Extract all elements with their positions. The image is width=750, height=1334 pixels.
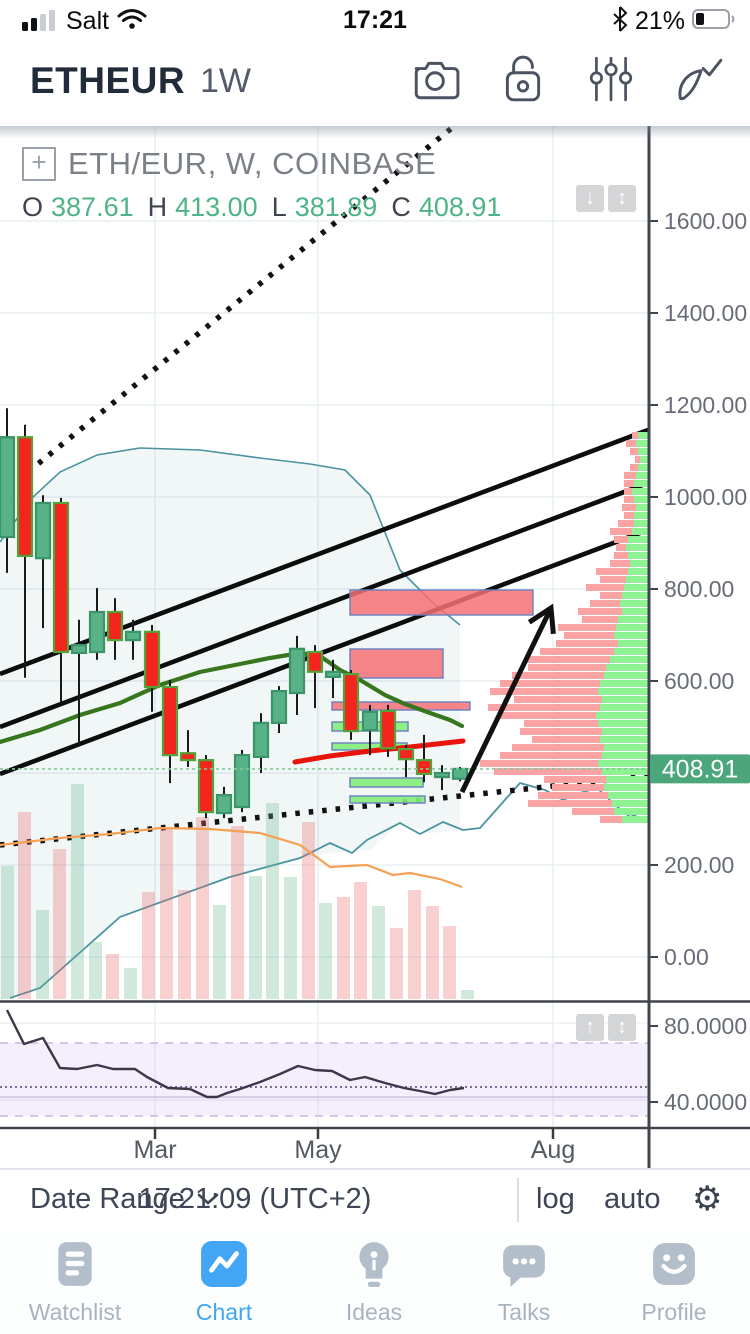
low-value: 381.89 <box>294 192 378 222</box>
high-value: 413.00 <box>175 192 258 222</box>
date-range-button[interactable]: Date Range <box>30 1170 219 1228</box>
snapshot-camera-icon[interactable] <box>410 54 460 110</box>
log-scale-toggle[interactable]: log <box>536 1182 575 1215</box>
main-pane-scroll-down-button[interactable]: ↓ <box>576 185 604 212</box>
svg-text:800.00: 800.00 <box>664 576 734 602</box>
svg-text:0.00: 0.00 <box>664 944 709 970</box>
talks-icon <box>500 1240 548 1288</box>
grid-layer <box>0 126 648 1128</box>
tab-watchlist[interactable]: Watchlist <box>15 1240 135 1326</box>
svg-text:May: May <box>294 1136 342 1164</box>
settings-gear-icon[interactable]: ⚙ <box>692 1180 723 1218</box>
chart-toolbar: Date Range 17:21:09 (UTC+2) log auto ⚙ <box>0 1168 750 1234</box>
axes-layer <box>0 126 750 1168</box>
tab-chart[interactable]: Chart <box>164 1240 284 1326</box>
annotation-arrow <box>459 603 556 794</box>
clock-readout: 17:21:09 (UTC+2) <box>138 1182 372 1215</box>
last-price-badge: 408.91 <box>650 754 750 784</box>
bluetooth-icon <box>612 6 628 37</box>
svg-text:1400.00: 1400.00 <box>664 300 747 326</box>
main-pane-resize-button[interactable]: ↕ <box>608 185 636 212</box>
rsi-pane <box>0 1009 648 1117</box>
low-label: L <box>271 192 287 222</box>
watchlist-icon <box>51 1240 99 1288</box>
open-label: O <box>22 192 44 222</box>
svg-text:80.0000: 80.0000 <box>664 1013 747 1039</box>
symbol-button[interactable]: ETHEUR <box>30 60 186 101</box>
chart-canvas[interactable]: 1600.00 1400.00 1200.00 1000.00 800.00 600.00… <box>0 126 750 1168</box>
tab-profile[interactable]: Profile <box>614 1240 734 1326</box>
svg-text:1200.00: 1200.00 <box>664 392 747 418</box>
svg-text:40.0000: 40.0000 <box>664 1089 747 1115</box>
tab-talks[interactable]: Talks <box>464 1240 584 1326</box>
chart-icon <box>200 1240 248 1288</box>
ohlc-row: O 387.61 H 413.00 L 381.89 C 408.91 <box>22 192 501 223</box>
svg-text:1600.00: 1600.00 <box>664 208 747 234</box>
svg-text:Aug: Aug <box>531 1136 575 1164</box>
auto-scale-toggle[interactable]: auto <box>604 1182 661 1215</box>
high-label: H <box>147 192 168 222</box>
legend-title: ETH/EUR, W, COINBASE <box>68 146 437 181</box>
bottom-tab-bar: Watchlist Chart <box>0 1230 750 1334</box>
battery-percent: 21% <box>634 7 685 35</box>
cellular-signal-icon <box>22 6 58 37</box>
tab-ideas[interactable]: Ideas <box>314 1240 434 1326</box>
battery-icon <box>692 7 736 36</box>
svg-text:408.91: 408.91 <box>662 755 738 783</box>
open-value: 387.61 <box>51 192 134 222</box>
chevron-down-icon <box>197 1193 219 1205</box>
status-bar: Salt 17:21 21% <box>0 0 750 42</box>
price-axis[interactable]: 1600.00 1400.00 1200.00 1000.00 800.00 600.00… <box>648 208 747 1115</box>
close-value: 408.91 <box>418 192 502 222</box>
svg-text:200.00: 200.00 <box>664 852 734 878</box>
toolbar-divider <box>517 1178 519 1222</box>
wifi-icon <box>117 7 147 36</box>
svg-text:Mar: Mar <box>133 1136 176 1164</box>
chart-legend[interactable]: + ETH/EUR, W, COINBASE O 387.61 H 413.00… <box>22 146 501 223</box>
time-axis[interactable]: Mar May Aug <box>133 1128 575 1164</box>
carrier-label: Salt <box>66 7 110 35</box>
indicator-settings-icon[interactable] <box>586 54 636 110</box>
volume-profile <box>480 432 648 823</box>
add-symbol-icon[interactable]: + <box>22 147 56 181</box>
svg-text:1000.00: 1000.00 <box>664 484 747 510</box>
svg-text:600.00: 600.00 <box>664 668 734 694</box>
candles-layer <box>0 408 469 819</box>
profile-icon <box>650 1240 698 1288</box>
sub-pane-resize-button[interactable]: ↕ <box>608 1014 636 1041</box>
ideas-icon <box>350 1240 398 1288</box>
chart-header: ETHEUR 1W <box>0 42 750 126</box>
sub-pane-scroll-up-button[interactable]: ↑ <box>576 1014 604 1041</box>
close-label: C <box>391 192 411 222</box>
interval-button[interactable]: 1W <box>200 62 251 100</box>
drawing-brush-check-icon[interactable] <box>674 54 724 110</box>
unlock-icon[interactable] <box>498 54 548 110</box>
status-time: 17:21 <box>343 6 407 34</box>
